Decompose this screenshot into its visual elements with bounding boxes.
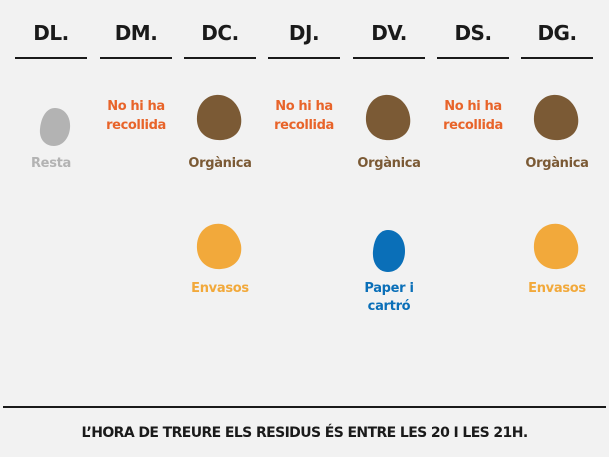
day-column-saturday: DS. No hi ha recollida bbox=[437, 0, 509, 400]
organic-waste-label: Orgànica bbox=[525, 156, 589, 171]
day-underline bbox=[15, 57, 87, 59]
organic-waste-label: Orgànica bbox=[357, 156, 421, 171]
day-column-tuesday: DM. No hi ha recollida bbox=[100, 0, 172, 400]
footer-divider bbox=[3, 406, 606, 408]
day-header: DJ. bbox=[288, 21, 320, 45]
day-column-friday: DV. Orgànica Paper i cartró bbox=[353, 0, 425, 400]
rest-waste-label: Resta bbox=[30, 156, 72, 171]
no-collection-label: No hi ha recollida bbox=[274, 99, 334, 133]
packaging-waste-label: Envasos bbox=[191, 281, 249, 296]
day-header: DC. bbox=[201, 21, 239, 45]
day-underline bbox=[100, 57, 172, 59]
collection-time-note: L’HORA DE TREURE ELS RESIDUS ÉS ENTRE LE… bbox=[81, 425, 528, 441]
packaging-waste-icon bbox=[196, 223, 242, 270]
day-header: DS. bbox=[454, 21, 492, 45]
packaging-waste-icon bbox=[533, 223, 579, 270]
organic-waste-icon bbox=[533, 94, 579, 141]
day-underline bbox=[184, 57, 256, 59]
no-collection-label: No hi ha recollida bbox=[443, 99, 503, 133]
day-header: DL. bbox=[33, 21, 69, 45]
organic-waste-icon bbox=[365, 94, 411, 141]
organic-waste-label: Orgànica bbox=[188, 156, 252, 171]
day-header: DG. bbox=[537, 21, 577, 45]
day-column-thursday: DJ. No hi ha recollida bbox=[268, 0, 340, 400]
packaging-waste-label: Envasos bbox=[528, 281, 586, 296]
day-underline bbox=[437, 57, 509, 59]
rest-waste-icon bbox=[39, 108, 71, 146]
paper-waste-label: Paper i cartró bbox=[364, 281, 414, 314]
day-header: DM. bbox=[114, 21, 158, 45]
organic-waste-icon bbox=[196, 94, 242, 141]
day-underline bbox=[353, 57, 425, 59]
day-column-wednesday: DC. Orgànica Envasos bbox=[184, 0, 256, 400]
no-collection-label: No hi ha recollida bbox=[106, 99, 166, 133]
day-column-monday: DL. Resta bbox=[15, 0, 87, 400]
day-underline bbox=[268, 57, 340, 59]
paper-waste-icon bbox=[372, 230, 405, 272]
day-header: DV. bbox=[371, 21, 407, 45]
day-underline bbox=[521, 57, 593, 59]
day-column-sunday: DG. Orgànica Envasos bbox=[521, 0, 593, 400]
